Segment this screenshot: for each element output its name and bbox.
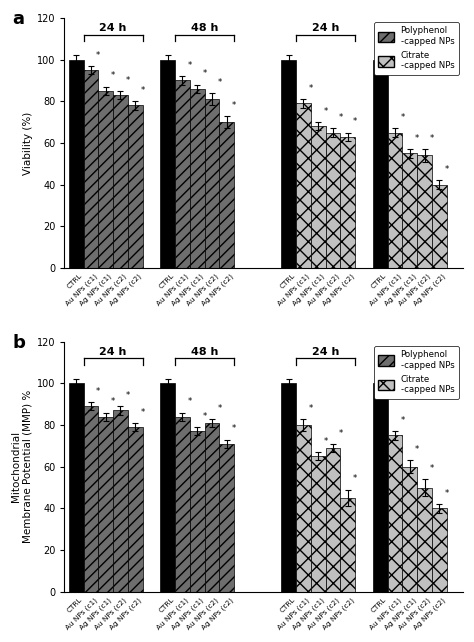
Text: 24 h: 24 h: [100, 347, 127, 357]
Bar: [190, 431, 205, 592]
Bar: [69, 383, 83, 592]
Legend: Polyphenol
-capped NPs, Citrate
-capped NPs: Polyphenol -capped NPs, Citrate -capped …: [374, 22, 458, 74]
Text: *: *: [140, 408, 145, 417]
Text: *: *: [430, 134, 434, 143]
Text: *: *: [415, 445, 419, 455]
Text: *: *: [415, 134, 419, 143]
Text: 24 h: 24 h: [312, 347, 339, 357]
Text: *: *: [188, 397, 192, 406]
Bar: [205, 99, 219, 268]
Bar: [175, 417, 190, 592]
Bar: [282, 60, 296, 268]
Text: *: *: [202, 412, 207, 421]
Bar: [69, 60, 83, 268]
Bar: [83, 70, 98, 268]
Text: *: *: [96, 387, 100, 396]
Bar: [373, 383, 388, 592]
Bar: [340, 137, 355, 268]
Text: *: *: [338, 113, 343, 122]
Bar: [128, 105, 143, 268]
Bar: [311, 456, 326, 592]
Text: *: *: [309, 404, 313, 413]
Text: 48 h: 48 h: [191, 24, 219, 33]
Bar: [388, 435, 402, 592]
Text: *: *: [96, 51, 100, 60]
Text: *: *: [126, 391, 130, 400]
Bar: [417, 487, 432, 592]
Bar: [432, 185, 447, 268]
Text: b: b: [13, 334, 26, 352]
Text: *: *: [400, 113, 404, 122]
Bar: [311, 126, 326, 268]
Bar: [402, 153, 417, 268]
Bar: [296, 103, 311, 268]
Bar: [113, 95, 128, 268]
Bar: [98, 91, 113, 268]
Bar: [282, 383, 296, 592]
Text: 24 h: 24 h: [312, 24, 339, 33]
Bar: [175, 80, 190, 268]
Text: *: *: [111, 71, 115, 80]
Bar: [388, 132, 402, 268]
Bar: [402, 467, 417, 592]
Text: *: *: [126, 76, 130, 85]
Bar: [83, 406, 98, 592]
Text: *: *: [400, 416, 404, 425]
Bar: [432, 508, 447, 592]
Text: *: *: [309, 84, 313, 93]
Text: 48 h: 48 h: [191, 347, 219, 357]
Bar: [326, 448, 340, 592]
Text: 48 h: 48 h: [403, 24, 431, 33]
Text: *: *: [217, 78, 221, 87]
Legend: Polyphenol
-capped NPs, Citrate
-capped NPs: Polyphenol -capped NPs, Citrate -capped …: [374, 346, 458, 399]
Text: *: *: [188, 61, 192, 70]
Text: *: *: [338, 429, 343, 438]
Text: 48 h: 48 h: [403, 347, 431, 357]
Bar: [326, 132, 340, 268]
Text: *: *: [324, 107, 328, 116]
Bar: [340, 498, 355, 592]
Text: *: *: [445, 489, 449, 498]
Text: *: *: [324, 437, 328, 446]
Text: *: *: [202, 69, 207, 78]
Bar: [373, 60, 388, 268]
Bar: [219, 122, 234, 268]
Text: *: *: [111, 397, 115, 406]
Bar: [113, 410, 128, 592]
Y-axis label: Viability (%): Viability (%): [23, 111, 33, 175]
Text: *: *: [232, 101, 236, 110]
Text: *: *: [430, 464, 434, 473]
Bar: [160, 60, 175, 268]
Text: *: *: [353, 117, 357, 126]
Y-axis label: Mitochondrial
Membrane Potential (MMP) %: Mitochondrial Membrane Potential (MMP) %: [11, 390, 33, 543]
Text: *: *: [140, 86, 145, 95]
Text: a: a: [13, 10, 25, 28]
Bar: [219, 444, 234, 592]
Text: 24 h: 24 h: [100, 24, 127, 33]
Text: *: *: [445, 165, 449, 174]
Text: *: *: [232, 424, 236, 433]
Bar: [98, 417, 113, 592]
Text: *: *: [217, 404, 221, 413]
Bar: [160, 383, 175, 592]
Bar: [128, 427, 143, 592]
Bar: [190, 89, 205, 268]
Bar: [296, 425, 311, 592]
Bar: [205, 423, 219, 592]
Text: *: *: [353, 474, 357, 483]
Bar: [417, 155, 432, 268]
